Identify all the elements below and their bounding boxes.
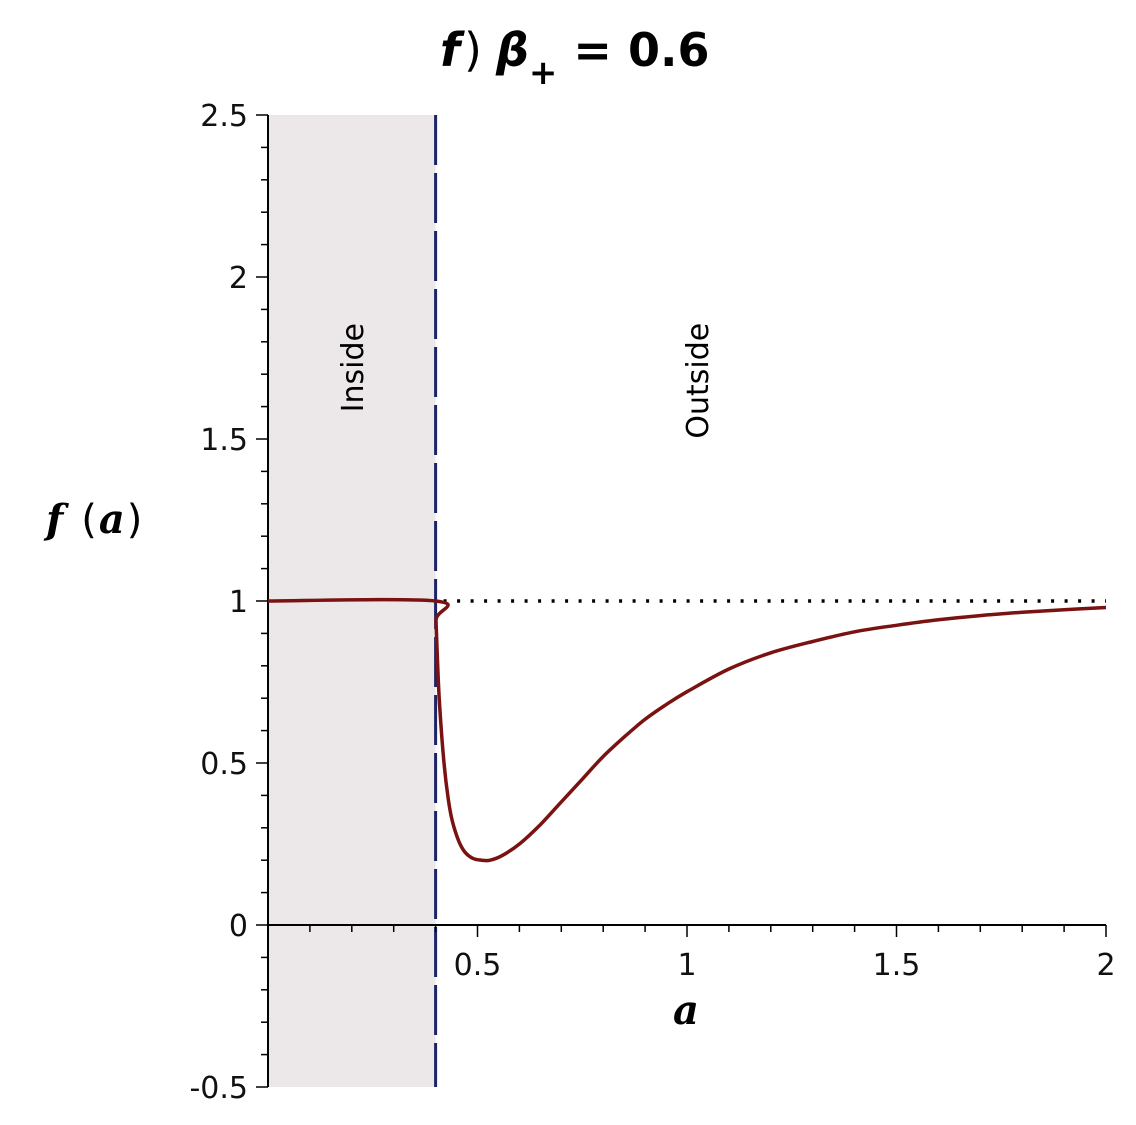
title-symbol: β xyxy=(495,23,529,77)
y-tick-label: 1.5 xyxy=(200,423,248,458)
tick-layer: -0.5 0 0.5 1 1.5 2 2.5 0.5 1 1.5 2 xyxy=(189,99,1115,1106)
region-label-inside: Inside xyxy=(336,323,371,412)
title-prefix: f xyxy=(440,23,465,77)
y-label-arg: a xyxy=(99,496,125,543)
y-tick-label: -0.5 xyxy=(189,1071,248,1106)
y-tick-label: 0 xyxy=(229,909,248,944)
series-curve xyxy=(267,597,1107,863)
y-tick-label: 1 xyxy=(229,585,248,620)
chart-title: f) β+ = 0.6 xyxy=(440,23,709,93)
y-axis-label: f (a) xyxy=(43,496,142,543)
title-subscript: + xyxy=(529,53,558,93)
y-label-fn: f xyxy=(43,496,69,543)
y-label-open: ( xyxy=(81,497,97,543)
x-tick-label: 2 xyxy=(1096,948,1115,983)
y-tick-label: 2.5 xyxy=(200,99,248,134)
x-tick-label: 1.5 xyxy=(873,948,921,983)
y-label-close: ) xyxy=(127,497,143,543)
x-axis-label: a xyxy=(673,987,699,1034)
x-tick-label: 1 xyxy=(677,948,696,983)
series-layer xyxy=(267,597,1107,863)
y-tick-label: 0.5 xyxy=(200,747,248,782)
title-paren: ) xyxy=(464,23,482,77)
x-tick-label: 0.5 xyxy=(454,948,502,983)
y-tick-label: 2 xyxy=(229,261,248,296)
region-label-outside: Outside xyxy=(681,323,716,439)
title-rest: = 0.6 xyxy=(557,23,709,77)
